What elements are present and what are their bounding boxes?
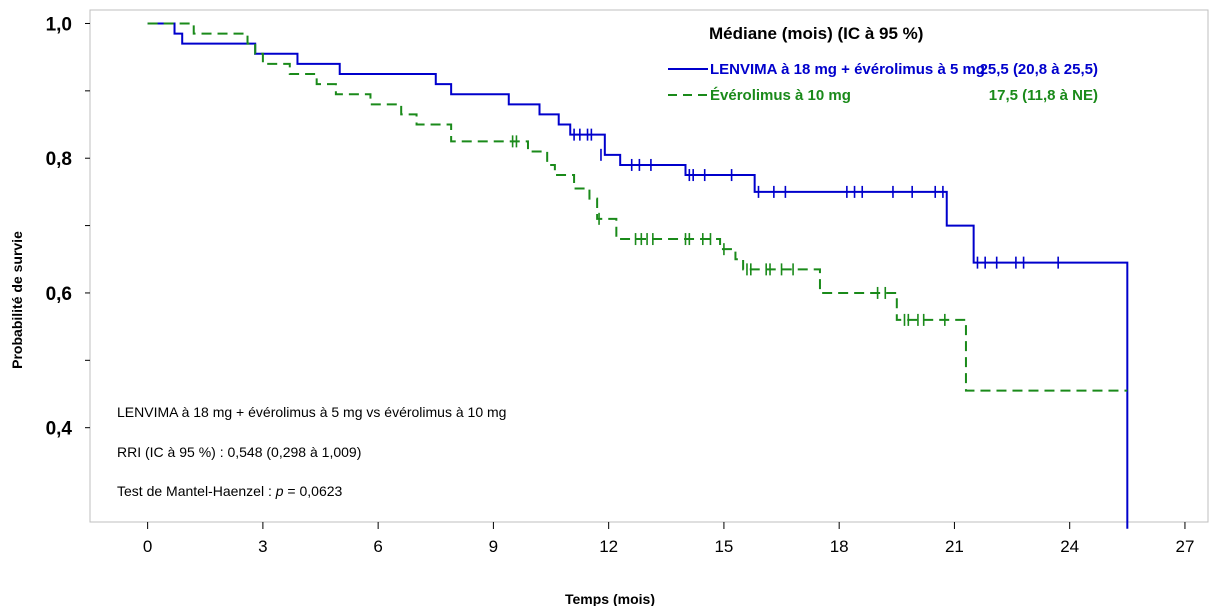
y-tick-label: 0,6: [46, 284, 72, 305]
annotations: LENVIMA à 18 mg + évérolimus à 5 mg vs é…: [117, 404, 506, 499]
legend-median-lenvima: 25,5 (20,8 à 25,5): [980, 61, 1098, 78]
annotation-p-value: Test de Mantel-Haenzel : p = 0,0623: [117, 483, 343, 499]
y-tick-label: 1,0: [46, 14, 72, 35]
annotation-p-prefix: Test de Mantel-Haenzel :: [117, 483, 276, 499]
x-axis-title: Temps (mois): [565, 591, 655, 606]
annotation-p-symbol: p: [275, 483, 284, 499]
axes: 0 3 6 9 12 15 18 21 24 27 0,4 0,6 0,8 1,0: [46, 14, 1195, 556]
x-tick-label: 6: [373, 537, 382, 556]
x-tick-label: 24: [1060, 537, 1079, 556]
survival-curve-everolimus: [147, 22, 1128, 392]
y-axis-title: Probabilité de survie: [9, 231, 25, 369]
plot-frame: [89, 9, 1209, 523]
y-tick-label: 0,4: [46, 419, 73, 440]
legend: Médiane (mois) (IC à 95 %) LENVIMA à 18 …: [668, 24, 1098, 104]
x-tick-label: 21: [945, 537, 964, 556]
legend-title: Médiane (mois) (IC à 95 %): [709, 24, 923, 43]
x-tick-label: 18: [830, 537, 849, 556]
x-tick-label: 12: [599, 537, 618, 556]
legend-label-lenvima: LENVIMA à 18 mg + évérolimus à 5 mg: [710, 61, 985, 78]
y-tick-label: 0,8: [46, 149, 72, 170]
x-tick-label: 27: [1175, 537, 1194, 556]
x-tick-label: 9: [489, 537, 498, 556]
series-layer: [147, 22, 1129, 529]
legend-label-everolimus: Évérolimus à 10 mg: [710, 87, 851, 104]
x-tick-label: 0: [143, 537, 152, 556]
legend-median-everolimus: 17,5 (11,8 à NE): [989, 87, 1098, 104]
annotation-comparison: LENVIMA à 18 mg + évérolimus à 5 mg vs é…: [117, 404, 506, 420]
annotation-p-suffix: = 0,0623: [284, 483, 343, 499]
x-tick-label: 15: [714, 537, 733, 556]
annotation-hazard-ratio: RRI (IC à 95 %) : 0,548 (0,298 à 1,009): [117, 444, 361, 460]
x-tick-label: 3: [258, 537, 267, 556]
